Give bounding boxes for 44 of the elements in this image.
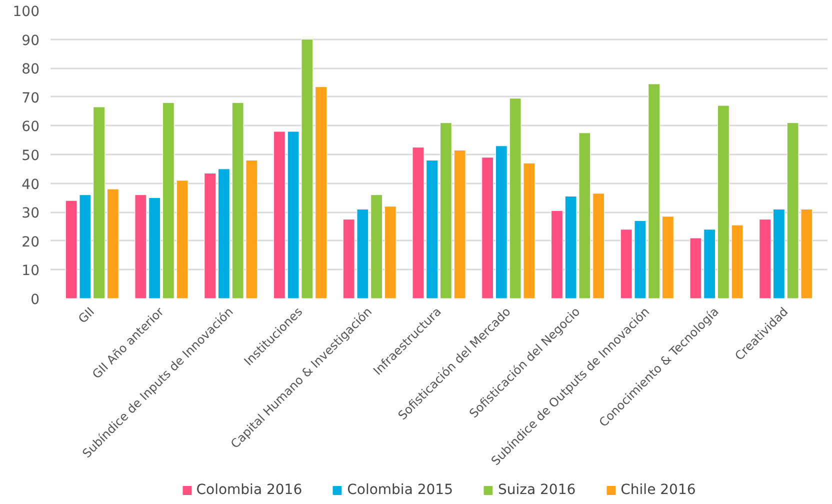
bar [454, 150, 466, 298]
bar [759, 219, 771, 298]
y-tick-label: 40 [22, 176, 40, 193]
bar [662, 216, 674, 298]
bar [162, 102, 174, 298]
bar [482, 157, 494, 298]
bar [440, 122, 452, 298]
bar [107, 188, 119, 298]
bar [592, 193, 604, 298]
bar [370, 194, 382, 298]
legend-label: Colombia 2016 [196, 482, 302, 498]
y-tick-label: 20 [22, 234, 40, 250]
y-tick-label: 50 [22, 148, 40, 164]
y-tick-label: 0 [30, 292, 40, 308]
bar [176, 180, 188, 298]
bar [551, 210, 563, 298]
bar [384, 206, 396, 298]
y-tick-label: 90 [22, 32, 40, 49]
y-tick-label: 60 [22, 119, 40, 136]
bar [218, 168, 230, 298]
y-tick-label: 30 [22, 206, 40, 222]
bar [274, 131, 286, 298]
bar [704, 229, 716, 298]
bar [93, 106, 105, 298]
bar [690, 238, 702, 298]
legend-label: Chile 2016 [620, 482, 696, 498]
bar [134, 194, 147, 298]
y-tick-label: 80 [22, 62, 40, 78]
bar [648, 84, 660, 298]
bar [426, 160, 438, 298]
bar [412, 147, 424, 298]
bar [731, 224, 744, 298]
y-tick-label: 70 [22, 90, 40, 106]
legend-label: Suiza 2016 [498, 482, 576, 498]
y-tick-label: 100 [12, 4, 40, 20]
bar [204, 172, 216, 298]
bar [315, 86, 327, 298]
legend-label: Colombia 2015 [347, 482, 453, 498]
bar [718, 105, 730, 298]
bar [496, 146, 508, 298]
y-tick-label: 10 [22, 263, 40, 280]
x-tick-label: GII [76, 304, 98, 326]
bar [773, 208, 785, 298]
bar [148, 197, 160, 298]
